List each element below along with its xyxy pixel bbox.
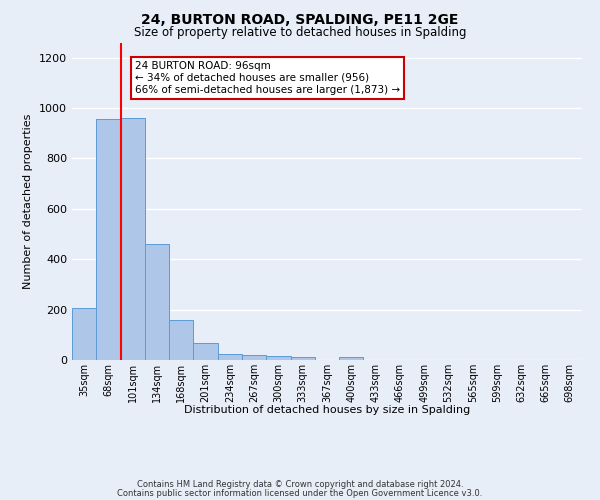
Y-axis label: Number of detached properties: Number of detached properties (23, 114, 34, 289)
Bar (121, 118, 145, 360)
Bar (242, 356, 266, 360)
Bar (169, 320, 193, 360)
Text: 24 BURTON ROAD: 96sqm
← 34% of detached houses are smaller (956)
66% of semi-det: 24 BURTON ROAD: 96sqm ← 34% of detached … (135, 62, 400, 94)
Bar (72, 308, 96, 360)
Bar (193, 343, 218, 360)
Text: Contains public sector information licensed under the Open Government Licence v3: Contains public sector information licen… (118, 488, 482, 498)
Bar (218, 354, 242, 360)
Bar (266, 356, 290, 360)
Text: 24, BURTON ROAD, SPALDING, PE11 2GE: 24, BURTON ROAD, SPALDING, PE11 2GE (142, 12, 458, 26)
Bar (339, 357, 364, 360)
X-axis label: Distribution of detached houses by size in Spalding: Distribution of detached houses by size … (184, 405, 470, 415)
Text: Size of property relative to detached houses in Spalding: Size of property relative to detached ho… (134, 26, 466, 39)
Bar (96, 119, 121, 360)
Bar (145, 244, 169, 360)
Text: Contains HM Land Registry data © Crown copyright and database right 2024.: Contains HM Land Registry data © Crown c… (137, 480, 463, 489)
Bar (290, 358, 315, 360)
